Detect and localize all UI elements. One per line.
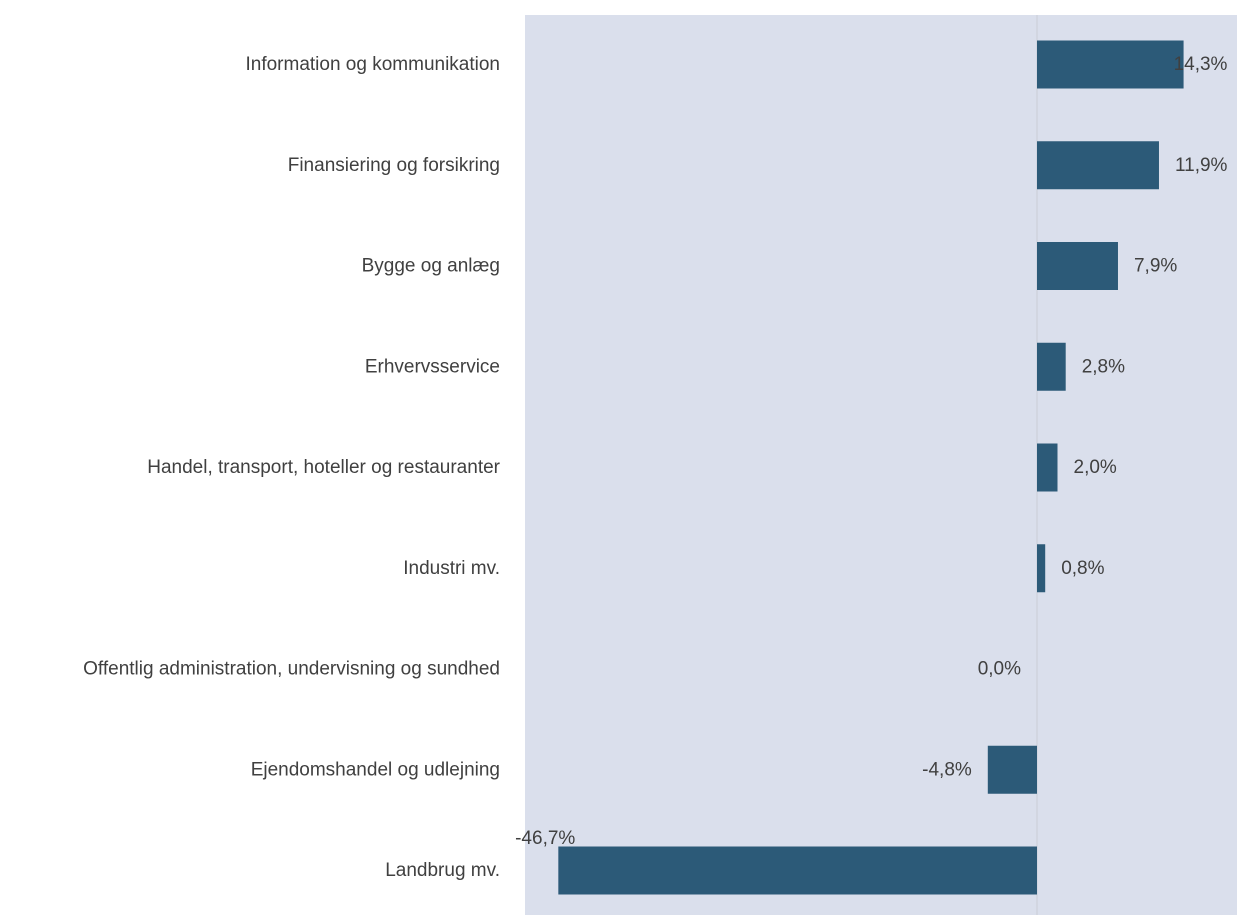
bar: [1037, 443, 1058, 492]
bar: [987, 745, 1037, 794]
data-label: 2,0%: [1074, 457, 1117, 478]
bar: [1037, 40, 1184, 89]
category-label: Erhvervsservice: [365, 356, 500, 377]
category-label: Information og kommunikation: [245, 54, 500, 75]
bar: [1037, 342, 1066, 391]
data-label: 0,0%: [978, 659, 1021, 680]
category-label: Offentlig administration, undervisning o…: [83, 659, 500, 680]
bar: [1037, 242, 1118, 290]
bar: [558, 846, 1037, 895]
category-label: Finansiering og forsikring: [288, 155, 500, 176]
data-label: -46,7%: [515, 828, 575, 849]
category-label: Bygge og anlæg: [362, 256, 500, 277]
data-labels-group: 14,3% 11,9% 7,9% 2,8% 2,0% 0,8% 0,0% -4,8% -46,7…: [515, 54, 1227, 849]
bars-group: [558, 40, 1184, 895]
category-label: Ejendomshandel og udlejning: [251, 759, 500, 780]
data-label: 14,3%: [1174, 54, 1228, 75]
category-labels-group: Information og kommunikation Finansiering…: [83, 54, 501, 881]
category-label: Handel, transport, hoteller og restauran…: [147, 457, 500, 478]
data-label: 7,9%: [1134, 256, 1177, 277]
category-label: Landbrug mv.: [385, 860, 500, 881]
bar: [1037, 141, 1159, 190]
data-label: 11,9%: [1175, 155, 1228, 176]
bar: [1037, 544, 1046, 593]
data-label: -4,8%: [922, 759, 972, 780]
data-label: 0,8%: [1061, 558, 1104, 579]
category-label: Industri mv.: [403, 558, 500, 579]
data-label: 2,8%: [1082, 356, 1125, 377]
